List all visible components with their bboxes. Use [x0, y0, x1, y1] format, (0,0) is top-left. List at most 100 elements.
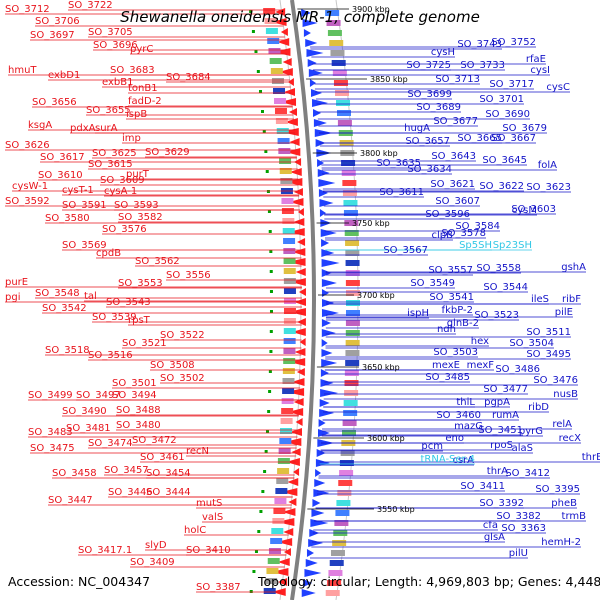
right-gene-arrow [321, 239, 330, 247]
cog-color-block [282, 368, 295, 374]
left-gene-label: SO_3444 [146, 487, 191, 498]
right-gene-label: SO_3643 [431, 151, 476, 162]
cog-color-block [336, 100, 351, 106]
left-gene-arrow [297, 208, 304, 216]
left-gene-label: purE [5, 277, 28, 288]
cog-color-block [337, 490, 352, 496]
right-gene-arrow [301, 589, 316, 597]
cog-color-block [276, 128, 289, 134]
cog-color-block [283, 348, 296, 354]
left-gene-arrow [287, 258, 306, 266]
cog-color-block [278, 148, 291, 154]
right-gene-label: rpoS [490, 440, 513, 451]
rna-gene-label: Sp23SH [493, 240, 532, 251]
cog-color-block [275, 488, 288, 494]
right-gene-arrow [308, 69, 323, 77]
right-gene-label: SO_3689 [416, 102, 461, 113]
left-gene-label: SO_3458 [52, 468, 97, 479]
rna-marker [265, 170, 269, 173]
right-gene-label: SO_3451 [478, 425, 523, 436]
left-gene-label: holC [184, 525, 206, 536]
right-gene-label: relA [552, 419, 572, 430]
cog-color-block [274, 108, 287, 114]
rna-gene-label: Sp5SH [459, 240, 492, 251]
left-gene-label: SO_3593 [114, 200, 159, 211]
left-gene-label: SO_3625 [92, 148, 137, 159]
cog-color-block [343, 410, 358, 416]
cog-color-block [279, 158, 292, 164]
left-gene-arrow [286, 388, 305, 396]
cog-color-block [342, 180, 357, 186]
left-gene-arrow [295, 418, 303, 426]
right-gene-arrow [314, 479, 326, 487]
right-gene-label: cysC [546, 82, 570, 93]
right-gene-label: SO_3634 [407, 164, 452, 175]
right-gene-arrow [321, 329, 336, 337]
cog-color-block [263, 8, 276, 14]
right-gene-arrow [315, 469, 322, 477]
rna-marker [267, 410, 271, 413]
cog-color-block [277, 458, 290, 464]
right-gene-label: SO_3699 [407, 89, 452, 100]
right-gene-arrow [312, 99, 329, 107]
right-gene-label: folA [538, 160, 557, 171]
left-gene-label: SO_3553 [118, 278, 163, 289]
left-gene-label: pdxA [70, 123, 96, 134]
left-gene-label: SO_3446 [108, 487, 153, 498]
scale-tick-label: 3900 kbp [352, 5, 390, 14]
left-gene-arrow [289, 138, 300, 146]
right-gene-arrow [313, 119, 327, 127]
left-gene-label: SO_3655 [86, 105, 131, 116]
right-gene-label: cysI [530, 65, 550, 76]
left-gene-label: SO_3582 [118, 212, 163, 223]
rna-marker [268, 370, 272, 373]
cog-color-block [339, 460, 354, 466]
scale-tick-label: 3750 kbp [352, 219, 390, 228]
cog-color-block [333, 80, 348, 86]
right-gene-arrow [321, 349, 333, 357]
left-gene-label: SO_3697 [30, 30, 75, 41]
left-gene-label: SO_3556 [166, 270, 211, 281]
cog-color-block [331, 60, 346, 66]
right-gene-label: SO_3596 [425, 209, 470, 220]
cog-color-block [337, 120, 352, 126]
cog-color-block [336, 110, 351, 116]
cog-color-block [341, 430, 356, 436]
left-gene-label: SO_3480 [116, 420, 161, 431]
left-gene-label: mutS [196, 498, 222, 509]
right-gene-arrow [321, 339, 328, 347]
rna-marker [269, 310, 273, 313]
left-gene-label: hmuT [8, 65, 37, 76]
right-gene-label: pcm [421, 441, 443, 452]
left-gene-label: SO_3516 [88, 350, 133, 361]
cog-color-block [329, 560, 344, 566]
cog-color-block [345, 240, 360, 246]
right-gene-label: SO_3665 [457, 133, 502, 144]
accession-text: Accession: NC_004347 [8, 574, 151, 589]
right-gene-arrow [311, 509, 325, 517]
left-gene-label: SO_3539 [92, 312, 137, 323]
left-gene-label: SO_3617 [40, 152, 85, 163]
right-gene-label: SO_3392 [479, 498, 524, 509]
left-gene-label: imp [122, 133, 141, 144]
left-gene-arrow [277, 558, 290, 566]
right-gene-label: hex [471, 336, 489, 347]
cog-color-block [283, 358, 296, 364]
cog-color-block [345, 340, 360, 346]
cog-color-block [279, 438, 292, 444]
cog-color-block [338, 480, 353, 486]
right-gene-arrow [321, 359, 338, 367]
rna-marker [264, 150, 268, 153]
cog-color-block [268, 548, 281, 554]
right-gene-label: ribF [562, 294, 581, 305]
right-gene-label: recX [559, 433, 582, 444]
cog-color-block [339, 470, 354, 476]
cog-color-block [345, 310, 360, 316]
cog-color-block [345, 260, 360, 266]
cog-color-block [330, 50, 345, 56]
right-gene-label: SO_3544 [483, 282, 528, 293]
left-gene-label: SO_3454 [146, 468, 191, 479]
right-gene-label: trmB [562, 511, 587, 522]
right-gene-arrow [317, 169, 330, 177]
left-gene-label: rpsT [128, 315, 151, 326]
